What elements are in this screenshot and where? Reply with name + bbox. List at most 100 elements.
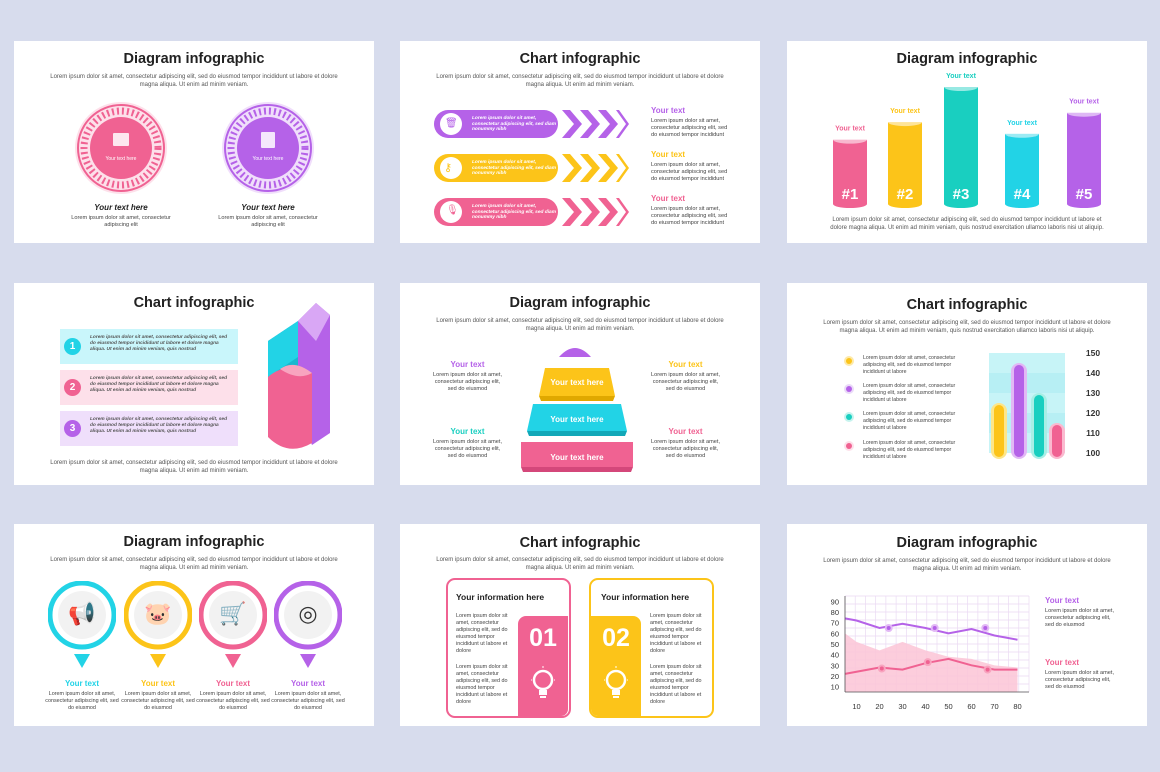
icon-circle-group: ◎ Your text Lorem ipsum dolor sit amet, co… (271, 581, 345, 711)
side-label: Your text (450, 427, 485, 436)
bar-label: Your text (835, 126, 865, 133)
pyramid-tier-label: Your text here (550, 415, 604, 424)
side-text: Lorem ipsum dolor sit amet, consectetur … (650, 439, 720, 459)
data-point-core (886, 626, 891, 630)
bar (833, 139, 867, 204)
x-tick-label: 50 (944, 702, 952, 711)
slide-title: Diagram infographic (896, 535, 1038, 551)
slide-title: Diagram infographic (896, 51, 1038, 67)
y-tick-label: 90 (831, 597, 839, 606)
data-point-core (925, 660, 930, 665)
legend-text: Lorem ipsum dolor sit amet, consectetur … (863, 383, 956, 403)
slide-description: Lorem ipsum dolor sit amet, consectetur … (823, 320, 1111, 334)
bar-base (1005, 200, 1039, 208)
slide-title: Diagram infographic (509, 295, 651, 311)
circle-label: Your text here (252, 156, 284, 162)
legend-text: Lorem ipsum dolor sit amet, consectetur … (863, 440, 956, 460)
numbered-item: 2 Lorem ipsum dolor sit amet, consectetu… (60, 370, 238, 405)
bar (944, 87, 978, 204)
y-tick-label: 150 (1086, 349, 1100, 358)
bar-label: Your text (1007, 120, 1037, 127)
y-tick-label: 20 (831, 672, 839, 681)
y-tick-label: 70 (831, 619, 839, 628)
x-tick-label: 40 (921, 702, 929, 711)
slide-diagram-pyramid[interactable]: Diagram infographic Lorem ipsum dolor si… (400, 283, 760, 485)
card-text: Lorem ipsum dolor sit amet, consectetur … (456, 664, 508, 705)
slide-description: Lorem ipsum dolor sit amet, consectetur … (50, 557, 338, 571)
icon-text: Lorem ipsum dolor sit amet, consectetur … (196, 691, 270, 711)
side-text: Lorem ipsum dolor sit amet, consectetur … (432, 372, 502, 392)
icon-circle-group: 🛒 Your text Lorem ipsum dolor sit amet, co… (196, 581, 270, 711)
arrow-row-text: Lorem ipsum dolor sit amet, consectetur … (472, 160, 556, 177)
arrow-row: ⚷ Lorem ipsum dolor sit amet, consectetu… (434, 152, 630, 184)
slide-diagram-line-chart[interactable]: Diagram infographic Lorem ipsum dolor si… (787, 524, 1147, 726)
numbered-item: 1 Lorem ipsum dolor sit amet, consectetu… (60, 329, 238, 364)
card-number: 01 (529, 624, 557, 652)
bar (888, 122, 922, 204)
y-tick-label: 100 (1086, 448, 1100, 458)
bar (1005, 133, 1039, 204)
data-point-core (985, 667, 990, 672)
bar-chart: 150 140 130 120 110 100 (989, 349, 1100, 459)
slide-chart-bars-legend[interactable]: Chart infographic Lorem ipsum dolor sit … (787, 283, 1147, 485)
y-tick-label: 110 (1086, 428, 1100, 438)
card-text: Lorem ipsum dolor sit amet, consectetur … (456, 613, 508, 654)
slide-chart-3d-cylinder[interactable]: Chart infographic 1 Lorem ipsum dolor si… (14, 283, 374, 485)
item-text: Lorem ipsum dolor sit amet, consectetur … (90, 376, 228, 393)
item-number: 2 (64, 379, 81, 396)
bar-inner (1052, 425, 1062, 457)
y-tick-label: 80 (831, 608, 839, 617)
bar-category: #3 (953, 186, 970, 203)
legend-text: Lorem ipsum dolor sit amet, consectetur … (863, 411, 956, 431)
card-heading: Your information here (601, 592, 690, 602)
icon-label: Your text (140, 679, 176, 688)
arrow-row-text: Lorem ipsum dolor sit amet, consectetur … (472, 116, 556, 133)
bar-top (944, 83, 978, 91)
key-icon: ⚷ (444, 162, 453, 174)
legend-dot-purple (843, 383, 855, 395)
caption-title: Your text here (94, 203, 148, 212)
side-text: Lorem ipsum dolor sit amet, consectetur … (1045, 608, 1115, 628)
legend-dot-pink (843, 440, 855, 452)
microphone-icon: 🎙 (446, 205, 459, 216)
bar-base (944, 200, 978, 208)
pyramid-tier-label: Your text here (550, 378, 604, 387)
series-label: Your text (1045, 658, 1080, 667)
x-tick-label: 30 (898, 702, 906, 711)
pyramid-graphic (521, 348, 633, 472)
arrow-row: 🗑 Lorem ipsum dolor sit amet, consectetu… (434, 108, 630, 140)
bar-inner (1034, 395, 1044, 457)
slide-title: Chart infographic (519, 535, 641, 551)
bar (1067, 112, 1101, 204)
arrow-row-text: Lorem ipsum dolor sit amet, consectetur … (472, 204, 556, 221)
shopping-cart-icon: 🛒 (219, 601, 247, 626)
icon-text: Lorem ipsum dolor sit amet, consectetur … (121, 691, 195, 711)
row-side-text: Lorem ipsum dolor sit amet, consectetur … (651, 118, 728, 138)
info-card: Your information here 02 Lorem ipsum dol… (589, 578, 714, 718)
legend-dot-yellow (843, 355, 855, 367)
slide-diagram-cylinders[interactable]: Diagram infographic #1 Your text #2 Your te… (787, 41, 1147, 243)
item-number: 3 (64, 420, 81, 437)
slide-chart-cards[interactable]: Chart infographic Lorem ipsum dolor sit … (400, 524, 760, 726)
circle-badge-purple (221, 101, 315, 195)
side-label: Your text (668, 360, 703, 369)
row-label: Your text (651, 194, 686, 203)
icon-label: Your text (64, 679, 100, 688)
data-point-core (983, 626, 988, 630)
info-card: Your information here Lorem ipsum dolor … (446, 578, 571, 718)
slide-chart-arrows[interactable]: Chart infographic Lorem ipsum dolor sit … (400, 41, 760, 243)
3d-cylinder-graphic (266, 301, 336, 453)
side-text: Lorem ipsum dolor sit amet, consectetur … (1045, 670, 1115, 690)
y-tick-label: 130 (1086, 388, 1100, 398)
bar-label: Your text (1069, 99, 1099, 106)
y-tick-label: 40 (831, 651, 839, 660)
slide-diagram-circles[interactable]: Diagram infographic Lorem ipsum dolor si… (14, 41, 374, 243)
slide-description: Lorem ipsum dolor sit amet, consectetur … (436, 557, 724, 571)
legend-text: Lorem ipsum dolor sit amet, consectetur … (863, 355, 956, 375)
item-number: 1 (64, 338, 81, 355)
slide-diagram-icon-circles[interactable]: Diagram infographic Lorem ipsum dolor si… (14, 524, 374, 726)
bar-category: #1 (842, 186, 859, 203)
x-tick-label: 60 (967, 702, 975, 711)
card-heading: Your information here (456, 592, 545, 602)
x-tick-label: 70 (990, 702, 998, 711)
